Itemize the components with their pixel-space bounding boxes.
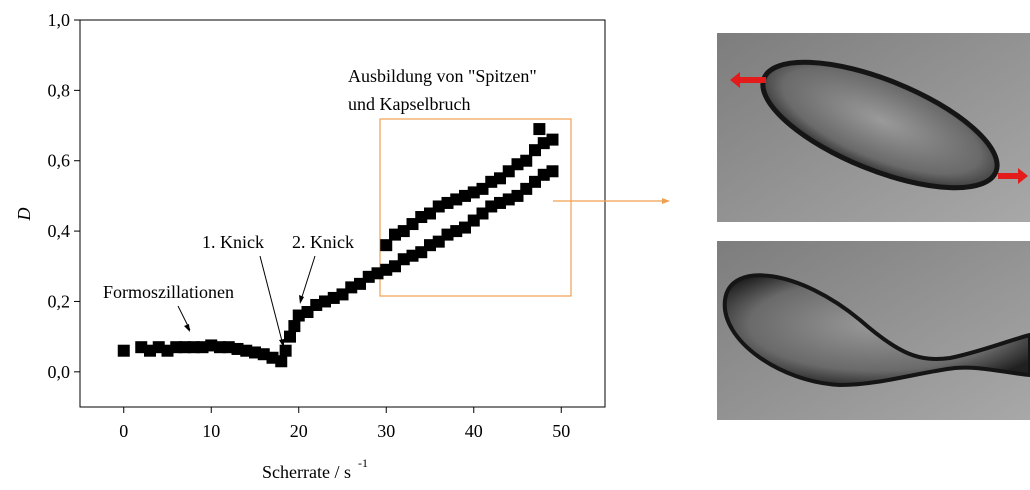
highlight-box: [379, 118, 572, 297]
arrow-head: [299, 295, 304, 304]
point: [279, 344, 292, 357]
point: [117, 344, 130, 357]
point: [546, 133, 559, 146]
x-tick-label: 0: [119, 421, 128, 441]
point: [520, 154, 533, 167]
point: [288, 320, 301, 333]
annotation: und Kapselbruch: [348, 94, 470, 114]
annotation-arrow: [259, 255, 284, 346]
x-tick-label: 40: [465, 421, 483, 441]
x-tick-label: 50: [552, 421, 570, 441]
y-tick-label: 0,2: [48, 291, 71, 311]
annotation: Formoszillationen: [103, 282, 234, 302]
y-tick-label: 0,0: [48, 362, 71, 382]
x-tick-label: 10: [202, 421, 220, 441]
point: [380, 239, 393, 252]
x-axis-label: Scherrate / s: [262, 462, 351, 482]
y-tick-label: 0,4: [48, 221, 71, 241]
point: [546, 165, 559, 178]
x-axis-label-superscript: -1: [358, 456, 368, 470]
arrow-head: [184, 324, 190, 332]
annotation: Ausbildung von "Spitzen": [348, 66, 537, 86]
x-tick-label: 30: [377, 421, 395, 441]
y-axis-label: D: [14, 208, 34, 222]
photo: [717, 33, 1030, 222]
annotation: 1. Knick: [202, 232, 264, 252]
point: [275, 355, 288, 368]
y-tick-label: 0,8: [48, 80, 71, 100]
arrow-head: [662, 198, 670, 204]
point: [533, 123, 546, 136]
x-tick-label: 20: [290, 421, 308, 441]
annotation: 2. Knick: [292, 232, 354, 252]
point: [284, 330, 296, 343]
annotation-arrow: [300, 255, 316, 301]
y-tick-label: 1,0: [48, 10, 71, 30]
plot-frame: [79, 19, 606, 408]
photo: [717, 241, 1030, 420]
y-tick-label: 0,6: [48, 151, 71, 171]
